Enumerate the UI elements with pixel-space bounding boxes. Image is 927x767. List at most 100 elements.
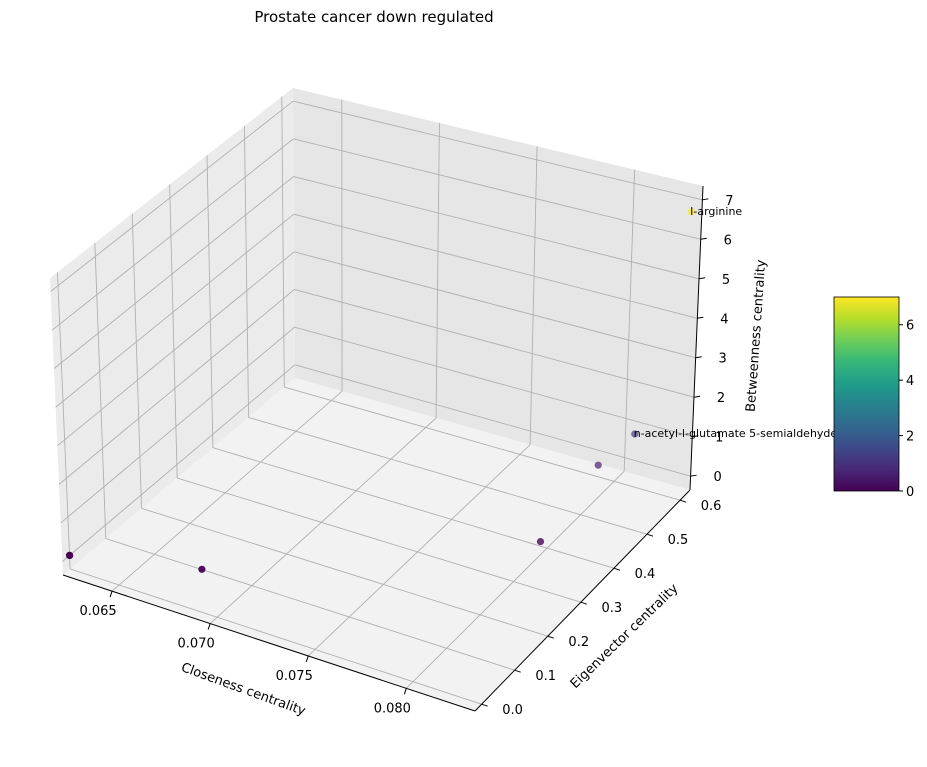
gridline-y-floor: [105, 538, 515, 671]
z-tick-mark: [690, 474, 697, 477]
z-tick-mark: [700, 237, 707, 240]
y-tick-mark: [481, 703, 488, 707]
gridline-z-back: [294, 364, 691, 477]
x-tick-label: 0.070: [178, 637, 215, 652]
gridline-x-floor: [111, 390, 343, 592]
tick-labels: 0.065 0.070 0.075 0.080 0.0 0.1 0.2 0.3 0.4 0.5 0.…: [79, 194, 733, 718]
z-tick-mark: [702, 198, 709, 201]
gridline-y-side: [206, 155, 214, 448]
y-tick-label: 0.2: [568, 635, 589, 650]
x-tick-label: 0.065: [79, 604, 116, 619]
gridline-z-side: [53, 176, 294, 369]
z-tick-label: 5: [722, 273, 730, 288]
y-tick-mark: [547, 635, 554, 639]
gridline-x-floor: [307, 444, 531, 657]
pane-floor: [63, 378, 690, 711]
chart-title: Prostate cancer down regulated: [254, 8, 493, 26]
data-point: [687, 208, 695, 216]
gridline-x-floor: [209, 417, 437, 624]
gridline-y-floor: [141, 507, 548, 637]
gridline-y-floor: [248, 416, 648, 535]
gridline-z-back: [294, 326, 693, 438]
gridline-y-floor: [177, 477, 581, 603]
data-point: [536, 538, 545, 546]
y-tick-mark: [679, 499, 687, 503]
gridline-y-floor: [212, 447, 615, 569]
z-tick-label: 6: [724, 233, 732, 248]
data-point: [198, 565, 206, 573]
gridline-y-side: [281, 96, 285, 388]
z-tick-label: 0: [713, 470, 721, 485]
gridline-y-side: [243, 125, 250, 418]
y-tick-label: 0.0: [502, 703, 523, 718]
grid-lines: [50, 96, 703, 705]
y-tick-label: 0.4: [635, 567, 656, 582]
y-tick-mark: [613, 567, 621, 571]
z-tick-mark: [698, 277, 706, 280]
x-tick-mark: [403, 688, 407, 695]
gridline-y-floor: [69, 568, 482, 705]
gridline-z-back: [292, 100, 703, 201]
gridline-y-side: [57, 272, 71, 569]
z-tick-mark: [697, 316, 704, 319]
gridline-x-floor: [406, 471, 625, 689]
gridline-z-side: [51, 138, 294, 331]
x-tick-mark: [305, 655, 309, 663]
colorbar-tick-label: 0: [906, 485, 914, 500]
gridline-x-back: [529, 146, 538, 445]
gridline-z-side: [55, 213, 295, 408]
data-point: [594, 461, 602, 469]
colorbar-tick-label: 6: [906, 319, 914, 334]
x-tick-label: 0.075: [276, 669, 313, 684]
y-tick-mark: [646, 533, 654, 537]
gridline-z-back: [294, 289, 695, 398]
data-points: [66, 208, 695, 573]
z-tick-mark: [692, 435, 699, 438]
y-tick-label: 0.6: [701, 499, 722, 514]
z-tick-label: 4: [720, 312, 728, 327]
gridline-y-side: [131, 213, 142, 509]
colorbar: 0 2 4 6: [833, 296, 914, 500]
gridline-x-back: [623, 169, 636, 472]
gridline-y-side: [169, 184, 178, 479]
gridline-y-side: [94, 242, 107, 539]
z-tick-mark: [695, 356, 702, 359]
point-annotations: n-acetyl-l-glutamate 5-semialdehyde l-arg…: [634, 205, 838, 440]
gridline-z-side: [58, 289, 295, 485]
y-tick-label: 0.3: [602, 601, 623, 616]
z-tick-label: 1: [715, 431, 723, 446]
gridline-z-back: [294, 251, 696, 359]
gridline-z-side: [62, 364, 296, 562]
data-point: [66, 551, 74, 560]
colorbar-tick-label: 4: [906, 374, 914, 389]
gridline-z-side: [60, 326, 295, 524]
z-tick-label: 2: [717, 391, 725, 406]
x-tick-label: 0.080: [374, 701, 411, 716]
gridline-z-side: [50, 100, 294, 292]
y-axis-line: [474, 489, 691, 712]
y-tick-label: 0.5: [668, 533, 689, 548]
z-tick-mark: [693, 395, 701, 398]
gridline-z-side: [57, 251, 295, 447]
data-point: [631, 430, 639, 438]
pane-left: [50, 88, 295, 575]
y-tick-mark: [580, 601, 588, 605]
x-tick-mark: [207, 623, 211, 630]
z-tick-label: 7: [725, 194, 733, 209]
colorbar-gradient: [833, 296, 900, 492]
z-tick-label: 3: [719, 352, 727, 367]
y-tick-mark: [514, 669, 521, 673]
colorbar-tick-label: 2: [906, 430, 914, 445]
z-axis-line: [689, 185, 704, 491]
gridline-z-back: [293, 213, 698, 319]
axis-panes: [50, 88, 703, 711]
x-tick-mark: [109, 591, 113, 598]
point-label: n-acetyl-l-glutamate 5-semialdehyde: [634, 427, 838, 440]
gridline-z-back: [293, 176, 700, 280]
point-label: l-arginine: [690, 205, 742, 218]
gridline-z-back: [293, 138, 701, 240]
y-tick-label: 0.1: [535, 669, 556, 684]
pane-back: [293, 88, 703, 490]
gridline-x-back: [435, 122, 440, 419]
